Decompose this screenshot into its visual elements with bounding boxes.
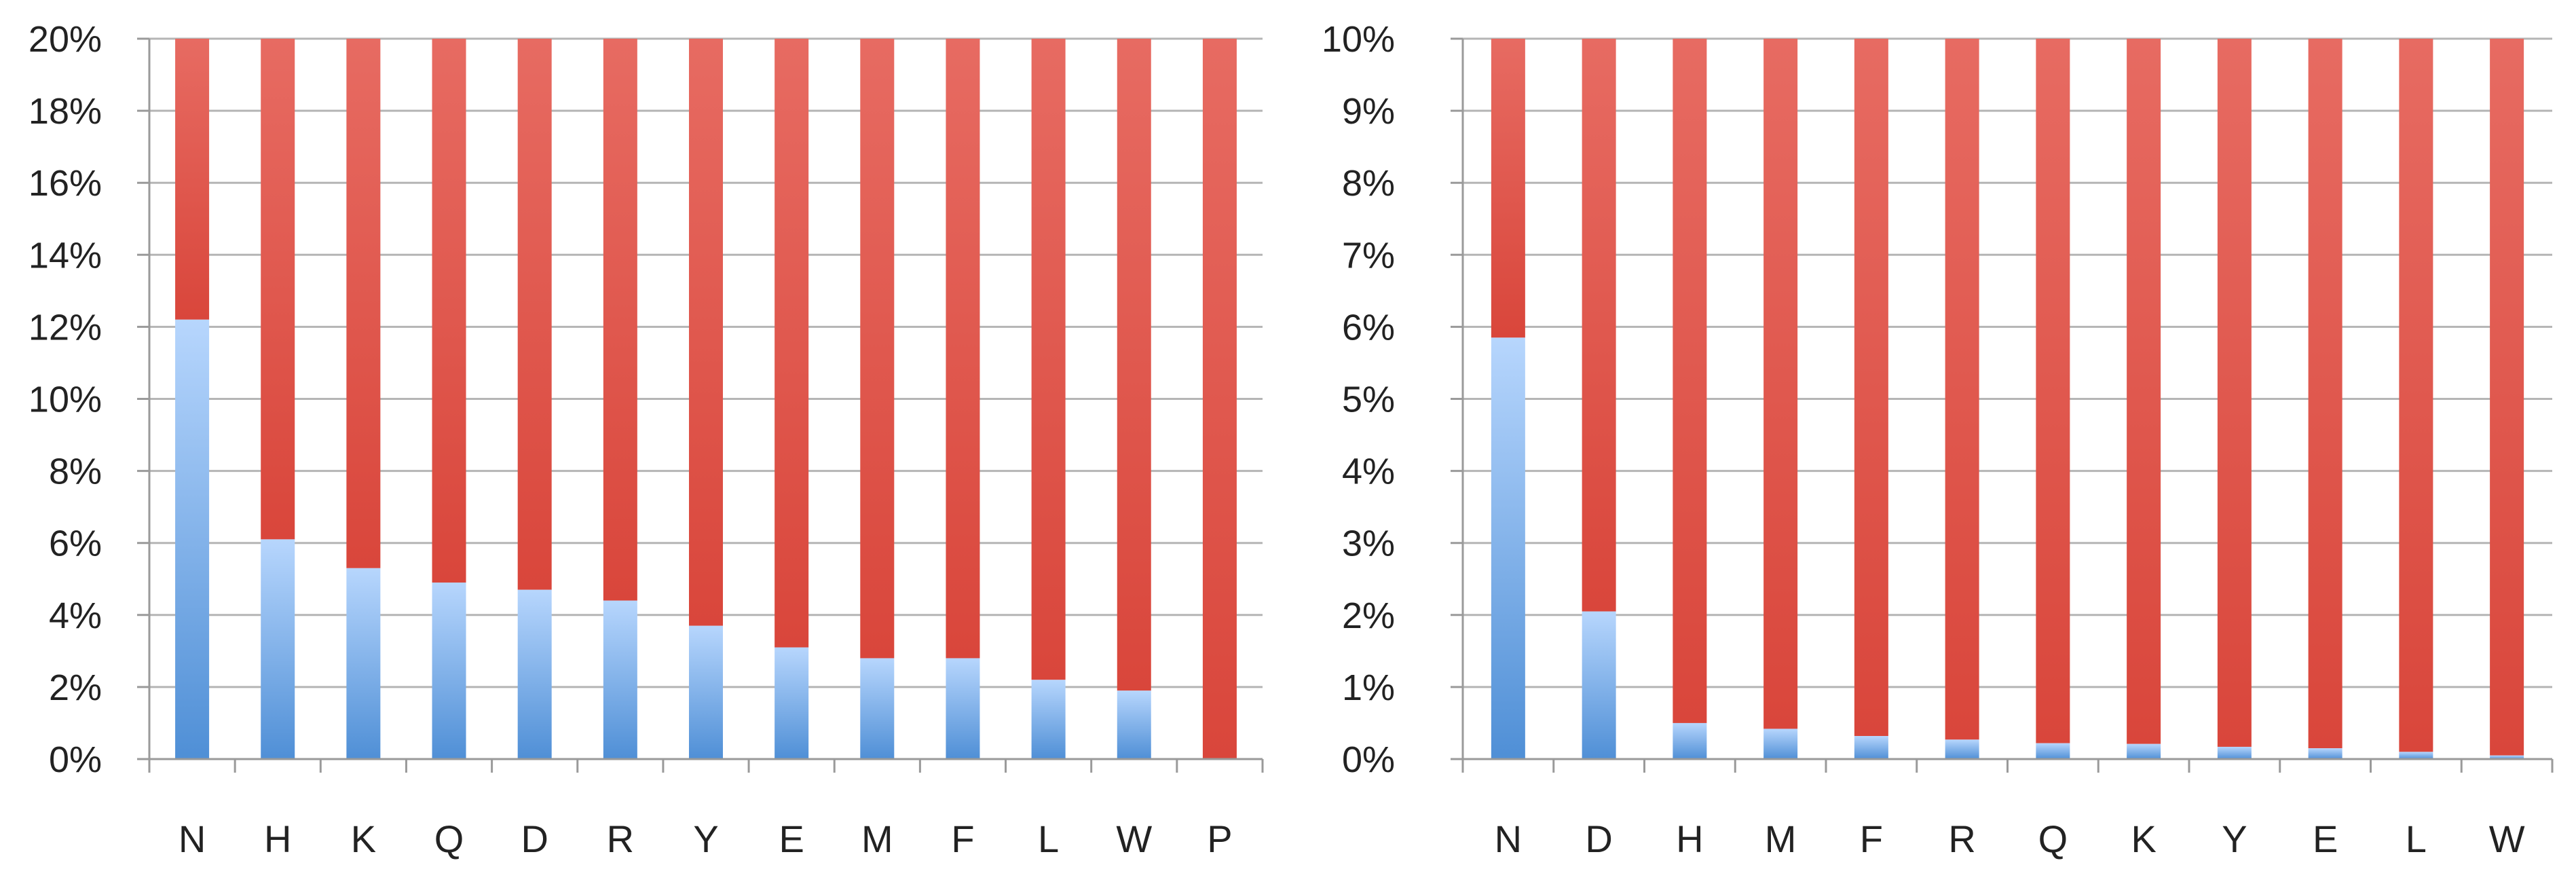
bar-lower-L [1031, 680, 1066, 759]
x-category-label: L [1038, 817, 1059, 860]
bar-upper-H [261, 39, 295, 540]
x-category-label: K [351, 817, 376, 860]
bar-lower-R [1945, 739, 1979, 759]
bar-lower-K [346, 568, 381, 759]
y-tick-label: 2% [1342, 595, 1395, 636]
y-tick-label: 0% [1342, 739, 1395, 780]
x-category-label: Y [693, 817, 718, 860]
bar-lower-R [603, 600, 637, 759]
x-category-label: Q [434, 817, 464, 860]
y-tick-label: 6% [1342, 307, 1395, 348]
bar-upper-W [1117, 39, 1151, 691]
y-tick-label: 4% [49, 595, 102, 636]
bar-upper-E [774, 39, 809, 648]
x-category-label: F [1860, 817, 1883, 860]
bar-upper-R [603, 39, 637, 601]
bar-upper-Y [2217, 39, 2252, 747]
bar-upper-K [2127, 39, 2161, 744]
bar-upper-D [517, 39, 552, 590]
y-tick-label: 7% [1342, 235, 1395, 276]
bar-upper-F [1854, 39, 1888, 737]
left-stacked-bar-chart: 0% 2% 4% 6% 8% 10% 12% 14% 16% 18% 20% N H K Q D R Y E M F L W… [29, 19, 1264, 860]
y-tick-label: 2% [49, 667, 102, 708]
bar-lower-M [860, 658, 895, 759]
bar-lower-E [2308, 748, 2342, 759]
x-category-label: P [1207, 817, 1232, 860]
x-category-label: M [1765, 817, 1797, 860]
y-tick-label: 1% [1342, 667, 1395, 708]
bar-upper-Q [432, 39, 466, 583]
bar-upper-R [1945, 39, 1979, 740]
x-category-label: N [179, 817, 206, 860]
bar-lower-H [261, 539, 295, 759]
y-tick-label: 5% [1342, 380, 1395, 420]
x-category-label: Y [2222, 817, 2247, 860]
bar-lower-H [1673, 722, 1707, 759]
x-category-label: R [1948, 817, 1975, 860]
right-stacked-bar-chart: 0% 1% 2% 3% 4% 5% 6% 7% 8% 9% 10% N D H M F R Q K Y E L W [1322, 19, 2554, 860]
x-category-label: E [2313, 817, 2338, 860]
bar-lower-D [1582, 611, 1616, 759]
x-category-label: F [951, 817, 974, 860]
x-category-label: Q [2038, 817, 2068, 860]
bar-upper-L [1031, 39, 1066, 680]
y-tick-label: 12% [29, 307, 102, 348]
bar-upper-P [1202, 39, 1237, 759]
y-tick-label: 4% [1342, 452, 1395, 492]
bar-upper-W [2490, 39, 2524, 756]
x-category-label: W [1116, 817, 1152, 860]
y-tick-label: 20% [29, 19, 102, 60]
y-tick-label: 6% [49, 523, 102, 564]
bar-lower-K [2127, 743, 2161, 759]
x-category-label: M [861, 817, 893, 860]
y-tick-label: 10% [1322, 19, 1395, 60]
x-category-label: H [264, 817, 291, 860]
bar-upper-K [346, 39, 381, 568]
bar-upper-L [2399, 39, 2433, 752]
bar-lower-W [2490, 755, 2524, 759]
y-tick-label: 9% [1342, 91, 1395, 132]
bar-lower-L [2399, 752, 2433, 759]
x-category-label: R [607, 817, 634, 860]
bar-lower-F [946, 658, 980, 759]
x-category-label: D [521, 817, 548, 860]
bar-lower-Q [2036, 743, 2070, 759]
bar-lower-Y [2217, 746, 2252, 759]
bar-lower-N [175, 319, 210, 759]
y-tick-label: 8% [49, 452, 102, 492]
bar-lower-W [1117, 690, 1151, 759]
bar-lower-N [1491, 337, 1525, 759]
bar-lower-F [1854, 736, 1888, 759]
bar-upper-D [1582, 39, 1616, 612]
y-tick-label: 0% [49, 739, 102, 780]
bar-lower-Y [689, 625, 723, 759]
bar-upper-N [175, 39, 210, 320]
bar-lower-D [517, 589, 552, 759]
x-category-label: D [1585, 817, 1612, 860]
y-tick-label: 18% [29, 91, 102, 132]
bar-upper-N [1491, 39, 1525, 338]
bar-upper-Q [2036, 39, 2070, 743]
bar-upper-F [946, 39, 980, 659]
bar-lower-Q [432, 583, 466, 759]
x-category-label: H [1676, 817, 1703, 860]
bar-lower-M [1763, 729, 1798, 759]
x-category-label: W [2489, 817, 2525, 860]
y-tick-label: 14% [29, 235, 102, 276]
bar-upper-M [860, 39, 895, 659]
bar-upper-H [1673, 39, 1707, 723]
bar-upper-E [2308, 39, 2342, 749]
bar-upper-Y [689, 39, 723, 626]
y-tick-label: 10% [29, 380, 102, 420]
bar-upper-M [1763, 39, 1798, 729]
y-tick-label: 16% [29, 163, 102, 204]
x-category-label: L [2406, 817, 2427, 860]
x-category-label: E [779, 817, 804, 860]
y-tick-label: 8% [1342, 163, 1395, 204]
bar-lower-E [774, 647, 809, 759]
y-tick-label: 3% [1342, 523, 1395, 564]
x-category-label: K [2131, 817, 2156, 860]
x-category-label: N [1495, 817, 1522, 860]
